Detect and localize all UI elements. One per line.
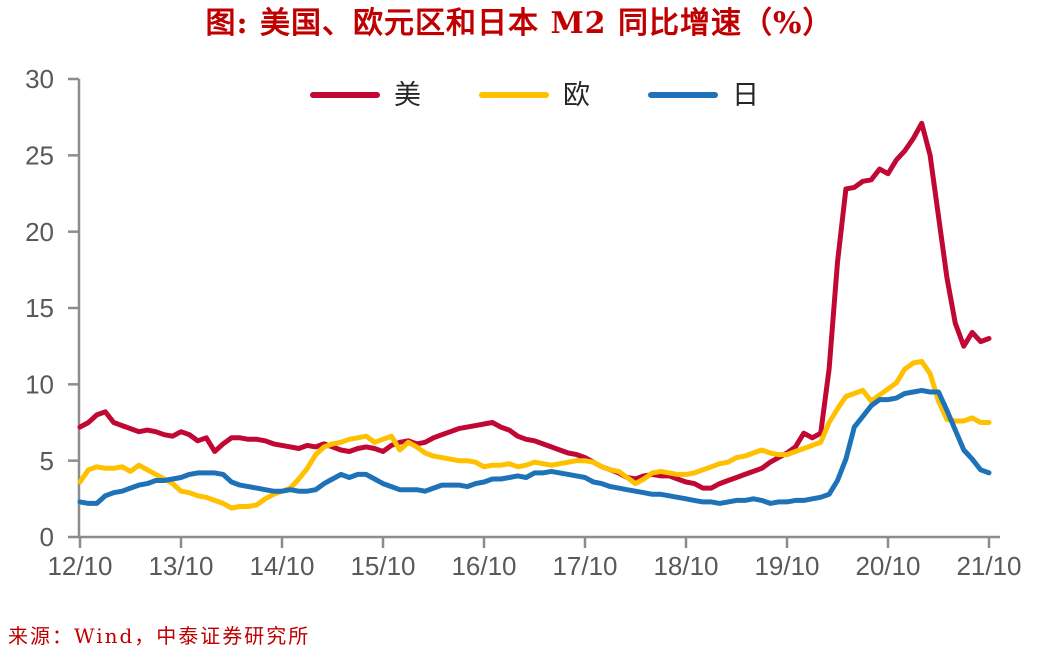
legend-item-us: 美 <box>310 82 421 109</box>
source-note: 来源：Wind，中泰证券研究所 <box>8 624 311 648</box>
x-tick-label: 21/10 <box>956 551 1021 581</box>
line-series-jp <box>77 387 992 506</box>
x-tick-label: 18/10 <box>653 551 718 581</box>
x-tick-label: 19/10 <box>754 551 819 581</box>
x-tick-label: 16/10 <box>451 551 516 581</box>
line-series-us <box>77 120 992 491</box>
x-tick-label: 17/10 <box>552 551 617 581</box>
chart-title: 图: 美国、欧元区和日本 M2 同比增速（%） <box>205 6 834 41</box>
y-tick-label: 5 <box>40 446 54 476</box>
y-tick-label: 0 <box>40 522 54 552</box>
y-tick-label: 25 <box>25 140 54 170</box>
chart-legend: 美欧日 <box>80 80 989 110</box>
legend-item-jp: 日 <box>648 82 759 109</box>
x-tick-label: 15/10 <box>350 551 415 581</box>
legend-label-jp: 日 <box>732 79 759 111</box>
legend-swatch-us <box>310 92 380 98</box>
legend-swatch-jp <box>648 92 718 98</box>
y-tick-label: 15 <box>25 293 54 323</box>
x-tick-label: 20/10 <box>855 551 920 581</box>
legend-label-us: 美 <box>394 79 421 111</box>
line-series-eu <box>77 358 992 511</box>
legend-label-eu: 欧 <box>563 79 590 111</box>
y-tick-label: 30 <box>25 64 54 94</box>
y-tick-label: 20 <box>25 217 54 247</box>
legend-swatch-eu <box>479 92 549 98</box>
x-tick-label: 12/10 <box>47 551 112 581</box>
x-tick-label: 13/10 <box>148 551 213 581</box>
y-tick-label: 10 <box>25 369 54 399</box>
x-tick-label: 14/10 <box>249 551 314 581</box>
legend-item-eu: 欧 <box>479 82 590 109</box>
